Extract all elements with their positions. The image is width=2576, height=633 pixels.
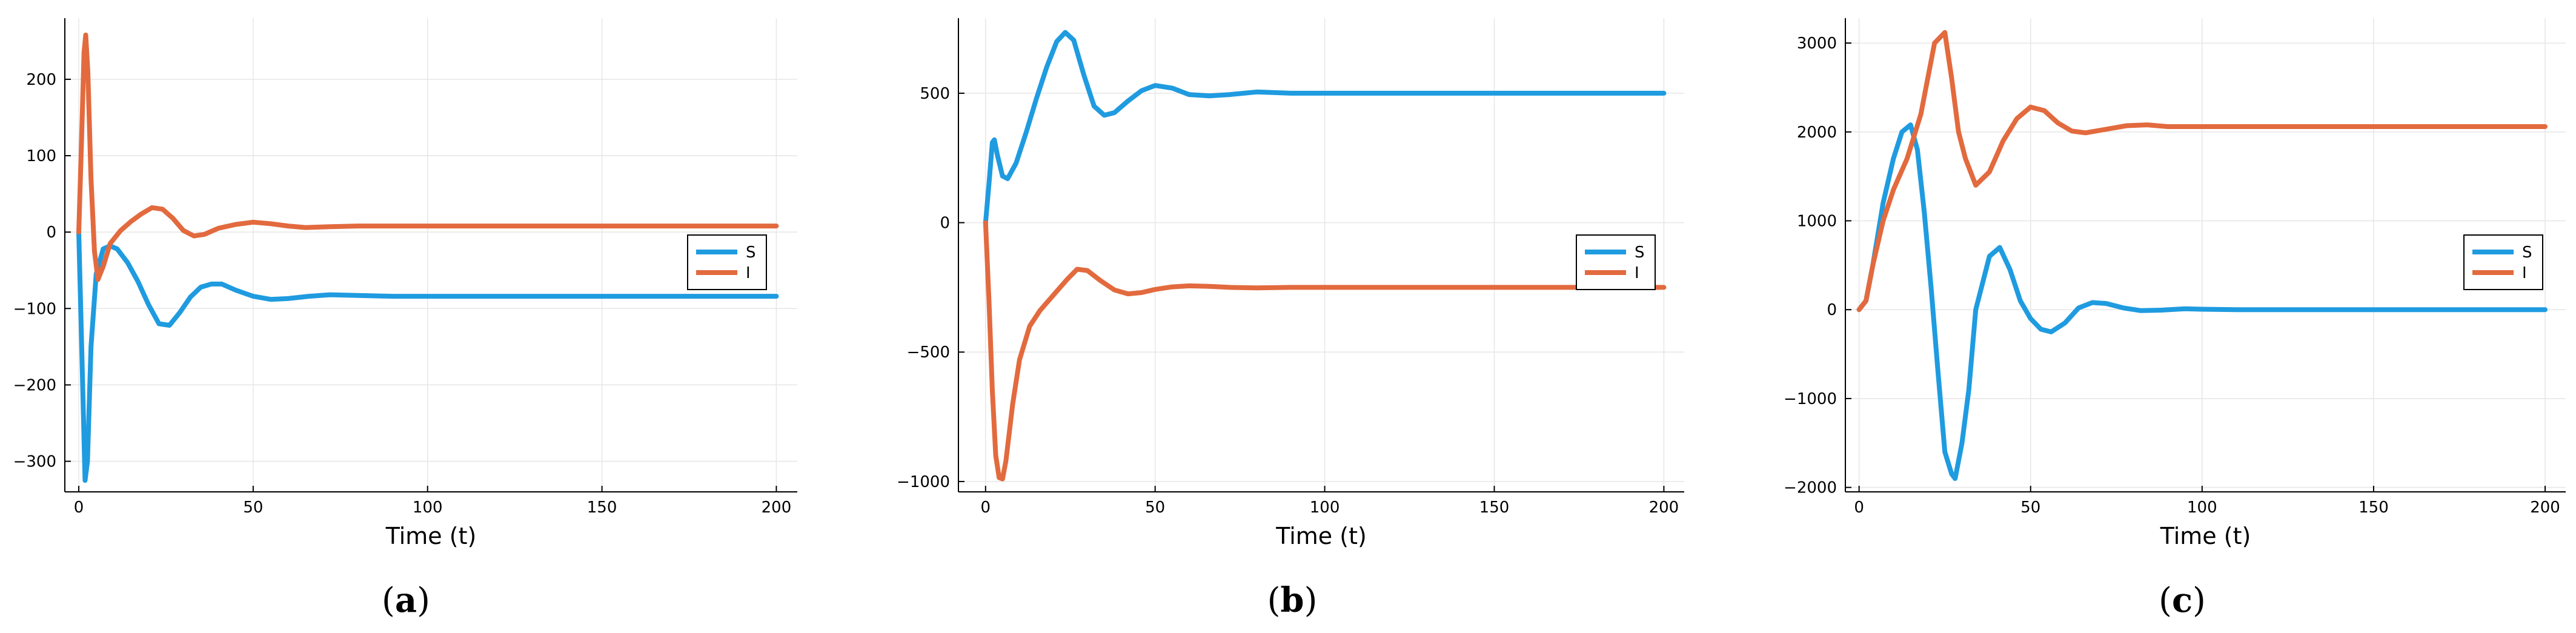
x-axis-label: Time (t)	[1275, 523, 1367, 549]
series-line-I	[983, 220, 1667, 482]
y-tick-label: 0	[46, 224, 56, 242]
series-line-S	[983, 30, 1667, 225]
x-tick-label: 0	[1854, 499, 1864, 517]
series-line-I	[76, 32, 779, 282]
x-tick-label: 150	[1479, 499, 1510, 517]
panel-label: (b)	[1267, 580, 1318, 620]
y-tick-label: 2000	[1797, 124, 1837, 142]
series-line-S	[1856, 122, 2548, 481]
y-tick-label: 1000	[1797, 213, 1837, 231]
x-axis-label: Time (t)	[385, 523, 477, 549]
series-line-I	[1856, 30, 2548, 313]
y-tick-label: 0	[940, 214, 950, 233]
legend-label-S: S	[2522, 244, 2532, 262]
y-tick-label: −500	[907, 343, 950, 362]
x-tick-label: 50	[2020, 499, 2040, 517]
chart-panel-a: 0 50 100 150 200 −300 −200 −100 0 100 200 Time (t) S…	[13, 18, 797, 620]
y-tick-label: 0	[1827, 301, 1837, 319]
x-tick-label: 0	[74, 499, 84, 517]
legend-box	[2463, 234, 2543, 290]
panel-label: (c)	[2159, 580, 2206, 620]
x-tick-label: 150	[587, 499, 617, 517]
legend-label-I: I	[1635, 264, 1639, 282]
legend: SI	[687, 234, 767, 290]
y-tick-label: −300	[13, 453, 56, 471]
legend-label-S: S	[1635, 244, 1645, 262]
x-tick-label: 50	[1145, 499, 1165, 517]
panel-label: (a)	[382, 580, 430, 620]
legend-label-S: S	[746, 244, 756, 262]
y-tick-label: 200	[26, 71, 56, 89]
x-tick-label: 0	[981, 499, 991, 517]
legend-label-I: I	[746, 264, 751, 282]
y-tick-label: 100	[26, 147, 56, 165]
x-tick-label: 100	[1310, 499, 1340, 517]
x-tick-label: 200	[762, 499, 792, 517]
x-tick-label: 100	[413, 499, 443, 517]
y-tick-label: −1000	[897, 473, 950, 491]
x-tick-label: 200	[2530, 499, 2560, 517]
legend-box	[1576, 234, 1656, 290]
legend: SI	[1576, 234, 1656, 290]
legend: SI	[2463, 234, 2543, 290]
y-tick-label: −2000	[1784, 479, 1837, 497]
legend-label-I: I	[2522, 264, 2527, 282]
y-tick-label: −1000	[1784, 390, 1837, 408]
y-tick-label: −100	[13, 300, 56, 318]
chart-panel-c: 0 50 100 150 200 −2000 −1000 0 1000 2000 3000 Time …	[1784, 18, 2566, 620]
y-tick-label: 3000	[1797, 35, 1837, 53]
legend-box	[687, 234, 767, 290]
chart-panel-b: 0 50 100 150 200 −1000 −500 0 500 Time (t) SI (b)	[897, 18, 1684, 620]
y-tick-label: 500	[920, 85, 950, 103]
y-tick-label: −200	[13, 376, 56, 394]
x-tick-label: 200	[1649, 499, 1679, 517]
x-tick-label: 50	[243, 499, 263, 517]
x-axis-label: Time (t)	[2160, 523, 2251, 549]
x-tick-label: 150	[2359, 499, 2389, 517]
x-tick-label: 100	[2187, 499, 2217, 517]
